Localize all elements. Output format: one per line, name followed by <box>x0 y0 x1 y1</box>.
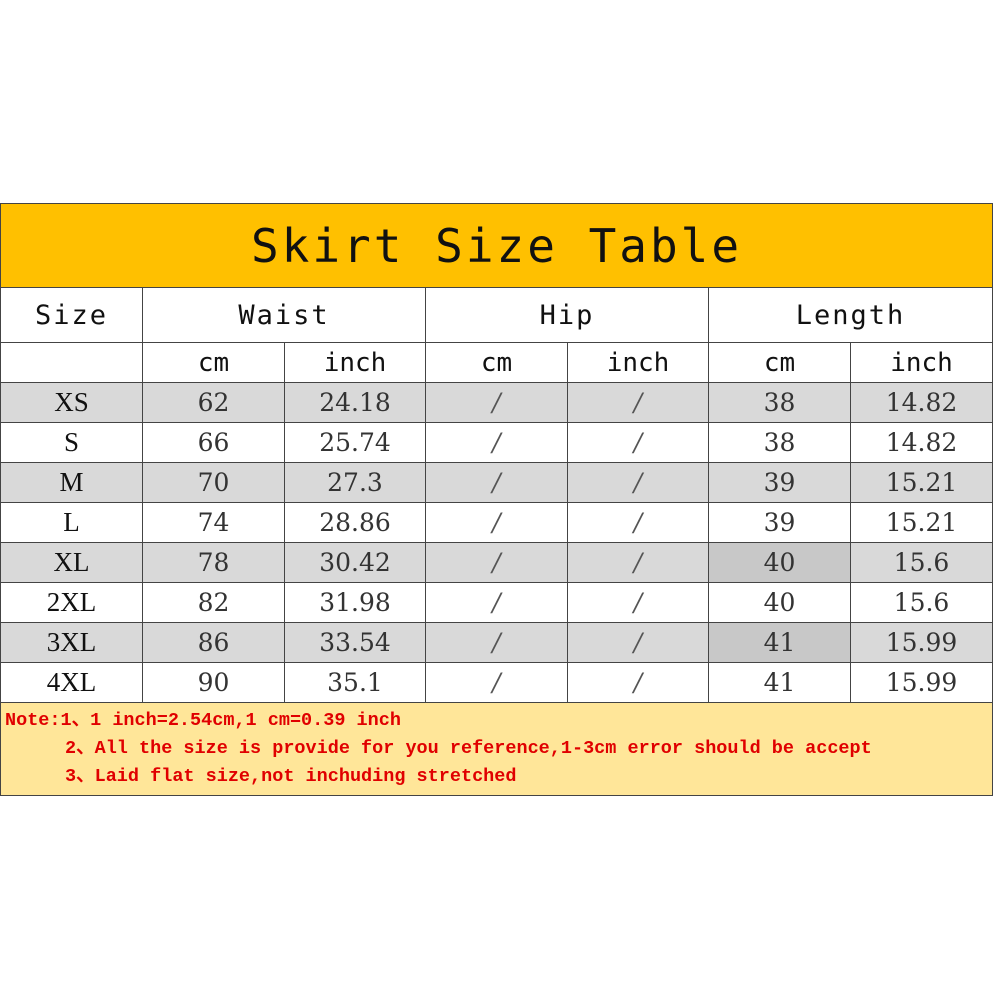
value-cell: / <box>425 582 568 623</box>
note-2: 2、All the size is provide for you refere… <box>65 738 872 759</box>
value-cell: 39 <box>708 462 851 503</box>
value-cell: 78 <box>142 542 285 583</box>
header-waist: Waist <box>142 287 426 343</box>
value-cell: 25.74 <box>284 422 426 463</box>
value-cell: 30.42 <box>284 542 426 583</box>
value-cell: 14.82 <box>849 382 994 423</box>
value-cell: / <box>567 622 709 663</box>
value-cell: 15.99 <box>849 662 994 703</box>
table-row: L 74 28.86//39 15.21 <box>0 502 994 543</box>
value-cell: 41 <box>708 662 851 703</box>
value-cell: 40 <box>708 582 851 623</box>
table-row: 3XL 86 33.54//41 15.99 <box>0 622 994 663</box>
notes: Note:1、1 inch=2.54cm,1 cm=0.39 inch 2、Al… <box>0 702 994 796</box>
table-row: XS 62 24.18//38 14.82 <box>0 382 994 423</box>
value-cell: 74 <box>142 502 285 543</box>
value-cell: 24.18 <box>284 382 426 423</box>
value-cell: / <box>425 542 568 583</box>
value-cell: 66 <box>142 422 285 463</box>
unit-header: inch <box>567 342 709 383</box>
table-row: 4XL 90 35.1//41 15.99 <box>0 662 994 703</box>
value-cell: 28.86 <box>284 502 426 543</box>
value-cell: / <box>567 462 709 503</box>
value-cell: 86 <box>142 622 285 663</box>
value-cell: 62 <box>142 382 285 423</box>
value-cell: 15.21 <box>849 502 994 543</box>
table-row: S 66 25.74//38 14.82 <box>0 422 994 463</box>
value-cell: 90 <box>142 662 285 703</box>
unit-header: cm <box>708 342 851 383</box>
size-cell: 3XL <box>0 622 143 663</box>
value-cell: 38 <box>708 422 851 463</box>
value-cell: 38 <box>708 382 851 423</box>
value-cell: / <box>425 662 568 703</box>
value-cell: / <box>425 502 568 543</box>
value-cell: 15.99 <box>849 622 994 663</box>
value-cell: 15.6 <box>849 542 994 583</box>
value-cell: / <box>567 662 709 703</box>
size-cell: 2XL <box>0 582 143 623</box>
header-hip: Hip <box>425 287 709 343</box>
table-row: 2XL 82 31.98//40 15.6 <box>0 582 994 623</box>
note-3: 3、Laid flat size,not inchuding stretched <box>65 766 517 787</box>
size-table: Skirt Size Table Size Waist Hip Length c… <box>0 203 994 796</box>
value-cell: / <box>425 462 568 503</box>
value-cell: 31.98 <box>284 582 426 623</box>
value-cell: 40 <box>708 542 851 583</box>
note-1: Note:1、1 inch=2.54cm,1 cm=0.39 inch <box>5 710 401 731</box>
value-cell: / <box>567 382 709 423</box>
value-cell: 15.6 <box>849 582 994 623</box>
value-cell: 14.82 <box>849 422 994 463</box>
header-size: Size <box>0 287 143 343</box>
table-title: Skirt Size Table <box>0 203 994 288</box>
value-cell: / <box>425 422 568 463</box>
unit-header: inch <box>284 342 426 383</box>
value-cell: / <box>567 582 709 623</box>
value-cell: / <box>567 542 709 583</box>
size-cell: XS <box>0 382 143 423</box>
unit-header: cm <box>425 342 568 383</box>
value-cell: 41 <box>708 622 851 663</box>
value-cell: 82 <box>142 582 285 623</box>
unit-header: cm <box>142 342 285 383</box>
size-cell: S <box>0 422 143 463</box>
size-cell: L <box>0 502 143 543</box>
table-row: M 70 27.3//39 15.21 <box>0 462 994 503</box>
value-cell: 39 <box>708 502 851 543</box>
table-row: XL 78 30.42//40 15.6 <box>0 542 994 583</box>
value-cell: 27.3 <box>284 462 426 503</box>
unit-blank <box>0 342 143 383</box>
size-cell: M <box>0 462 143 503</box>
size-cell: 4XL <box>0 662 143 703</box>
value-cell: / <box>567 422 709 463</box>
value-cell: 15.21 <box>849 462 994 503</box>
header-length: Length <box>707 287 994 343</box>
value-cell: 33.54 <box>284 622 426 663</box>
value-cell: / <box>567 502 709 543</box>
size-cell: XL <box>0 542 143 583</box>
unit-header: inch <box>849 342 994 383</box>
value-cell: / <box>425 622 568 663</box>
value-cell: 35.1 <box>284 662 426 703</box>
value-cell: / <box>425 382 568 423</box>
value-cell: 70 <box>142 462 285 503</box>
